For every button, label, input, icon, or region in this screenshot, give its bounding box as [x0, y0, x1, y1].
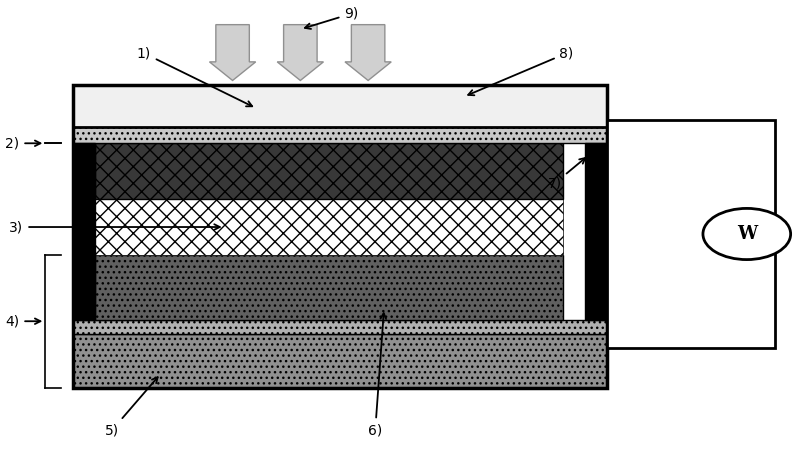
Bar — [73, 334, 607, 388]
Bar — [95, 199, 562, 255]
Text: 5): 5) — [105, 377, 158, 437]
Bar — [73, 85, 607, 388]
Text: 4): 4) — [6, 314, 41, 328]
Text: 6): 6) — [368, 313, 386, 437]
Text: W: W — [737, 225, 757, 243]
Text: 8): 8) — [468, 46, 574, 95]
Bar — [607, 120, 774, 348]
Text: 9): 9) — [305, 7, 358, 29]
FancyArrow shape — [278, 25, 323, 80]
Bar — [585, 143, 607, 320]
Text: 1): 1) — [137, 46, 252, 106]
Bar — [73, 320, 607, 334]
Bar — [73, 143, 95, 320]
Text: 3): 3) — [10, 220, 220, 234]
FancyArrow shape — [345, 25, 391, 80]
Text: 2): 2) — [6, 136, 41, 150]
Bar — [95, 255, 562, 320]
Bar — [95, 143, 562, 199]
FancyArrow shape — [210, 25, 256, 80]
Bar — [73, 85, 607, 127]
Bar — [73, 127, 607, 143]
Text: 7): 7) — [547, 158, 586, 190]
Circle shape — [703, 208, 790, 260]
